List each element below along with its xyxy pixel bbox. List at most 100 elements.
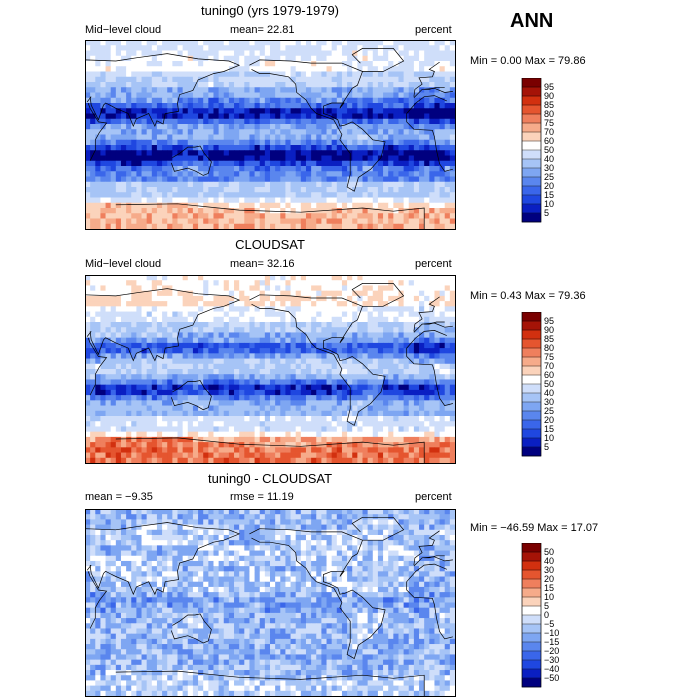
map-cell [408,160,415,167]
map-cell [367,108,374,114]
map-cell [234,108,240,114]
map-cell [177,87,184,93]
map-cell [259,139,266,146]
map-cell [141,400,148,406]
map-cell [290,400,297,406]
map-cell [95,369,101,375]
map-cell [295,301,302,307]
map-cell [275,342,281,349]
map-cell [413,202,420,209]
map-cell [151,353,158,359]
map-cell [244,213,250,219]
map-cell [162,369,168,375]
map-cell [383,176,389,183]
map-cell [85,348,91,354]
map-cell [393,353,399,359]
map-cell [156,171,163,177]
map-cell [218,290,225,297]
map-cell [156,369,163,375]
map-cell [347,187,353,193]
map-cell [110,410,117,417]
map-cell [357,436,363,443]
map-cell [290,275,297,281]
map-cell [203,160,209,167]
map-cell [192,45,199,51]
map-cell [424,176,430,183]
map-cell [136,421,142,427]
map-cell [254,197,261,204]
map-cell [146,166,153,172]
map-cell [192,213,199,219]
map-cell [357,171,363,177]
colorbar-0-swatch [522,78,541,88]
map-cell [115,171,122,177]
map-cell [398,400,405,406]
map-cell [383,66,389,72]
map-cell [151,306,158,312]
map-cell [192,40,199,46]
map-cell [120,395,127,401]
map-cell [429,171,435,177]
map-cell [85,316,91,323]
map-cell [244,108,250,114]
map-cell [203,348,209,354]
map-cell [85,113,91,120]
map-cell [141,363,148,370]
map-cell [90,280,96,286]
map-cell [223,400,230,406]
map-cell [311,171,317,177]
map-cell [285,150,291,156]
map-cell [213,363,220,370]
map-cell [182,410,189,417]
map-cell [408,410,415,417]
map-cell [192,181,199,188]
map-cell [115,374,122,380]
map-cell [177,82,184,88]
map-cell [203,66,209,72]
map-cell [295,379,302,386]
map-cell [393,134,399,141]
map-cell [408,113,415,120]
map-cell [419,410,425,417]
coastline [85,53,241,128]
map-cell [254,316,261,323]
map-cell [398,40,405,46]
map-cell [110,290,117,297]
map-cell [100,275,106,281]
map-cell [151,348,158,354]
map-cell [177,71,184,78]
map-cell [424,82,430,88]
map-cell [341,223,348,230]
map-cell [419,416,425,422]
map-cell [362,322,369,328]
map-cell [167,353,173,359]
map-cell [449,311,456,318]
map-cell [213,384,220,391]
map-cell [115,118,122,125]
map-cell [105,76,112,83]
map-cell [362,374,369,380]
map-cell [146,369,153,375]
map-cell [321,395,327,401]
map-cell [424,66,430,72]
map-cell [100,426,106,433]
map-cell [300,316,307,323]
map-cell [429,61,435,67]
map-cell [388,431,394,438]
map-cell [234,118,240,125]
map-cell [403,421,410,427]
map-cell [275,124,281,130]
map-cell [408,436,415,443]
map-cell [264,395,271,401]
map-cell [280,395,286,401]
map-cell [131,160,137,167]
map-cell [156,342,163,349]
map-cell [444,410,451,417]
map-cell [424,389,430,396]
map-cell [408,40,415,46]
map-cell [95,374,101,380]
map-cell [367,124,374,130]
map-cell [388,134,394,141]
map-cell [372,369,379,375]
map-cell [105,40,112,46]
